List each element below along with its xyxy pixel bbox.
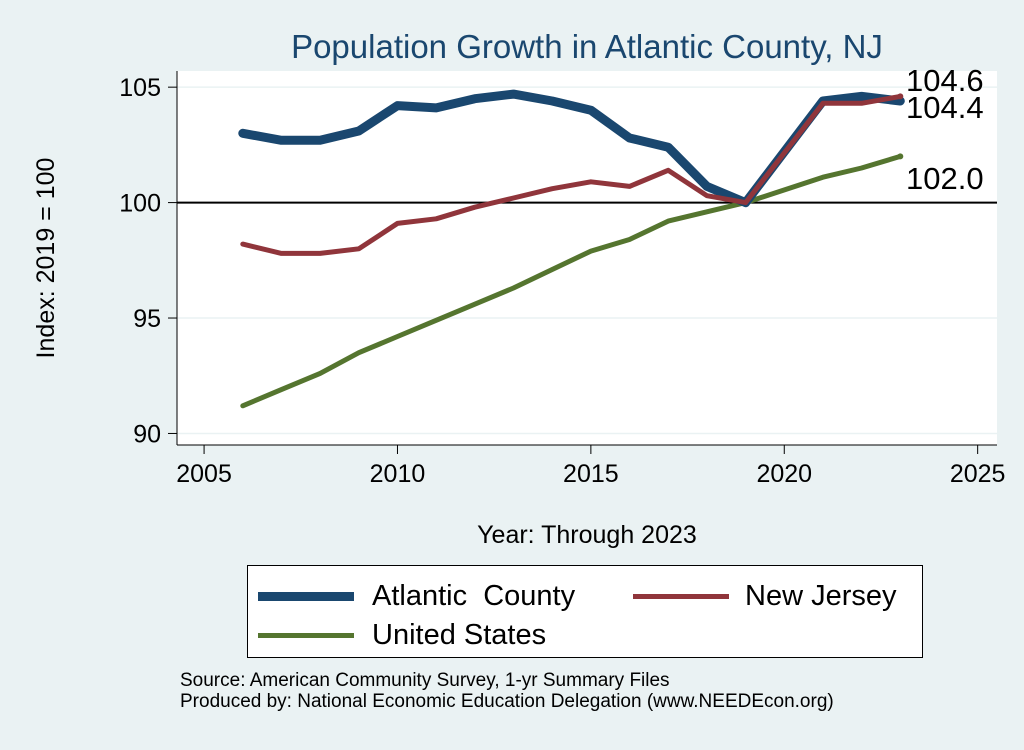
y-tick-label: 105 [119, 74, 161, 102]
end-label: 104.4 [906, 90, 984, 125]
source-line: Source: American Community Survey, 1-yr … [180, 670, 670, 691]
chart-title: Population Growth in Atlantic County, NJ [291, 28, 883, 65]
y-tick-label: 95 [133, 305, 161, 333]
legend-swatch-new-jersey [633, 594, 729, 599]
series-line-new-jersey [240, 93, 903, 256]
x-tick-label: 2015 [563, 460, 619, 488]
x-tick-label: 2010 [370, 460, 426, 488]
source-note: Source: American Community Survey, 1-yr … [180, 670, 834, 712]
legend-label-atlantic-county: Atlantic County [372, 580, 576, 612]
end-label: 104.6 [906, 63, 984, 98]
series-end-point [897, 153, 904, 160]
x-tick-label: 2020 [756, 460, 812, 488]
legend-item-united-states: United States [258, 619, 546, 652]
y-axis-label: Index: 2019 = 100 [32, 158, 60, 359]
grid-layer [177, 86, 997, 435]
legend-item-new-jersey: New Jersey [633, 580, 897, 613]
end-label: 102.0 [906, 161, 984, 196]
plot-area [177, 71, 997, 445]
legend-item-atlantic-county: Atlantic County [258, 580, 575, 613]
y-tick-label: 100 [119, 190, 161, 218]
legend-swatch-atlantic-county [258, 592, 354, 601]
legend-swatch-united-states [258, 633, 354, 638]
axis-layer: 90 95 100 105 2005 2010 2015 2020 2025 [119, 71, 1005, 488]
x-tick-label: 2005 [176, 460, 232, 488]
legend-label-new-jersey: New Jersey [745, 580, 897, 612]
series-end-point [897, 98, 904, 105]
series-layer [238, 89, 905, 409]
x-axis-label: Year: Through 2023 [477, 521, 697, 549]
series-end-point [897, 93, 904, 100]
series-line-united-states [240, 153, 903, 409]
y-tick-label: 90 [133, 420, 161, 448]
producer-line: Produced by: National Economic Education… [180, 691, 834, 712]
legend: Atlantic County New Jersey United States [247, 565, 923, 658]
x-tick-label: 2025 [950, 460, 1006, 488]
legend-label-united-states: United States [372, 619, 547, 651]
